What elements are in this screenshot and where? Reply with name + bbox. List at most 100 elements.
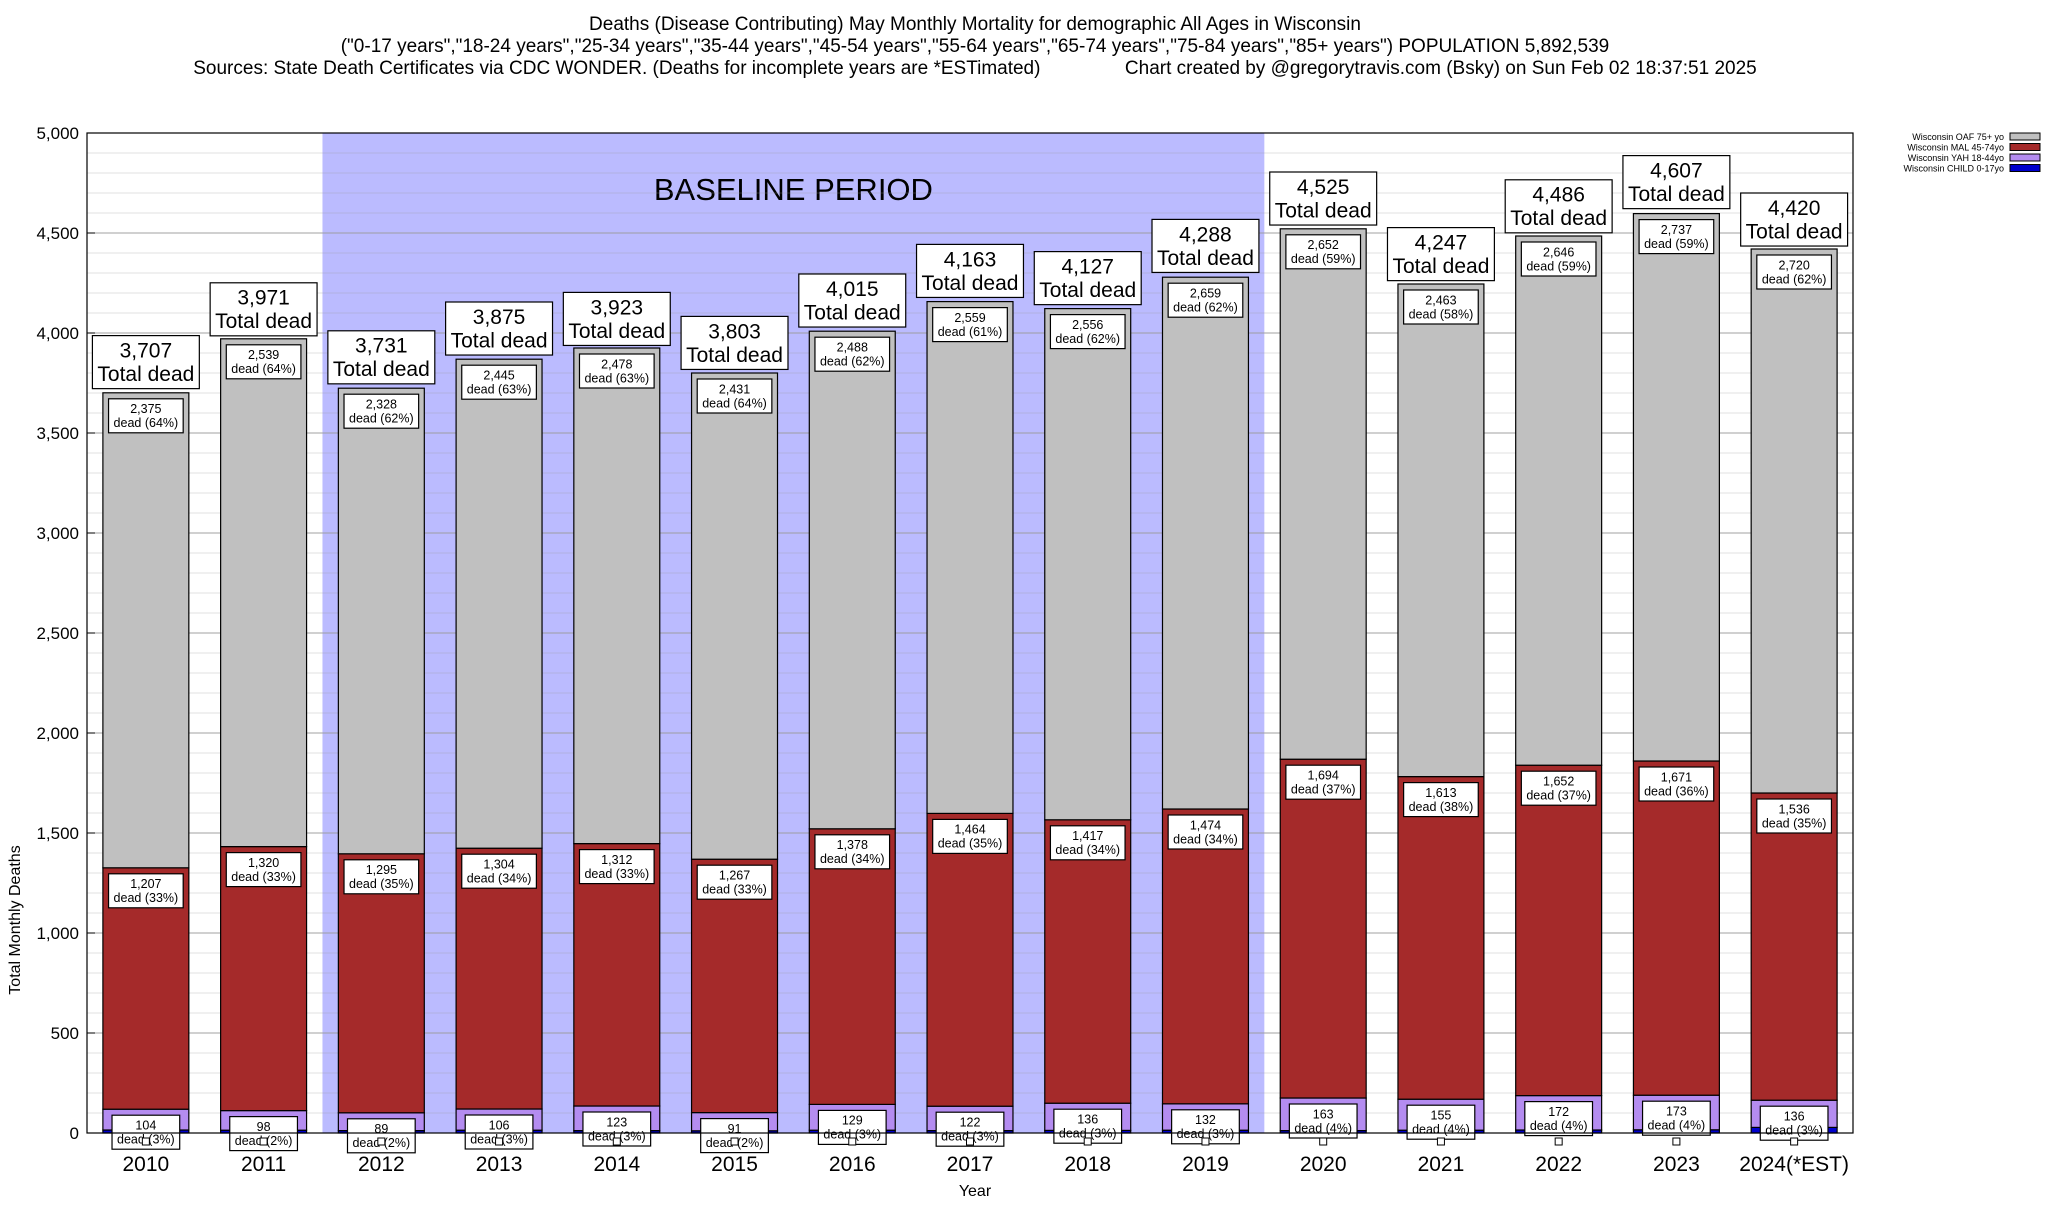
bar-segment: [220, 845, 308, 1112]
child-series-marker: [966, 1137, 974, 1146]
data-label-text: dead (33%): [702, 882, 767, 896]
data-label-text: 2,559: [954, 311, 985, 325]
data-label-box: [1524, 1100, 1594, 1137]
data-label-box: [932, 818, 1008, 855]
plot-frame: [86, 132, 1854, 1134]
y-tick-label: 2,000: [36, 724, 79, 743]
bar-segment: [455, 358, 543, 849]
data-label-text: 3,923: [591, 296, 644, 319]
data-label-text: 4,163: [944, 248, 997, 271]
data-label-text: Total dead: [686, 344, 783, 367]
x-tick-label: 2015: [711, 1153, 758, 1176]
data-label-text: Total dead: [1628, 183, 1725, 206]
data-label-text: Total dead: [1746, 220, 1843, 243]
data-label-text: 98: [257, 1120, 271, 1134]
child-series-marker: [1554, 1137, 1563, 1146]
data-label-text: 89: [374, 1122, 388, 1136]
data-label-text: dead (34%): [820, 852, 885, 866]
data-label-text: dead (35%): [1762, 816, 1827, 830]
data-label-box: [445, 301, 554, 356]
bar-segment: [808, 828, 896, 1105]
y-tick-label: 5,000: [36, 124, 79, 143]
data-label-text: 2,478: [601, 357, 632, 371]
y-tick-label: 3,500: [36, 424, 79, 443]
data-label-text: 2,737: [1661, 223, 1692, 237]
x-tick-label: 2022: [1535, 1153, 1582, 1176]
data-label-box: [1288, 1103, 1358, 1139]
bar-segment: [1750, 792, 1838, 1101]
data-label-box: [343, 859, 420, 895]
legend-label: Wisconsin YAH 18-44yo: [1908, 153, 2004, 163]
data-label-text: 2,659: [1190, 286, 1221, 300]
data-label-box: [1167, 282, 1244, 318]
data-label-text: dead (58%): [1409, 307, 1474, 321]
data-label-text: 3,875: [473, 306, 526, 329]
data-label-text: 1,652: [1543, 774, 1574, 788]
data-label-text: dead (62%): [820, 354, 885, 368]
data-label-box: [1638, 766, 1715, 802]
data-label-box: [1740, 192, 1849, 247]
x-tick-label: 2014: [593, 1153, 640, 1176]
data-label-text: 1,417: [1072, 829, 1103, 843]
data-label-text: dead (35%): [938, 837, 1003, 851]
data-label-text: dead (34%): [1055, 843, 1120, 857]
chart-subtitle-sources: Sources: State Death Certificates via CD…: [193, 58, 1757, 79]
data-label-text: Total dead: [1039, 279, 1136, 302]
bar-segment: [1632, 213, 1720, 762]
data-label-text: 1,320: [248, 856, 279, 870]
data-label-text: dead (4%): [1412, 1122, 1470, 1136]
bar-segment: [1632, 760, 1720, 1096]
data-label-box: [1641, 1100, 1711, 1136]
data-label-text: dead (37%): [1291, 782, 1356, 796]
data-label-text: 4,607: [1650, 160, 1703, 183]
data-label-text: dead (62%): [349, 411, 414, 425]
data-label-box: [798, 273, 907, 328]
data-label-text: 136: [1784, 1109, 1805, 1123]
child-series-marker: [1790, 1137, 1799, 1146]
data-label-text: 4,486: [1532, 184, 1585, 207]
data-label-text: Total dead: [804, 301, 901, 324]
data-label-text: 2,445: [483, 368, 514, 382]
bar-segment: [337, 853, 425, 1114]
bar-segment: [1515, 764, 1603, 1097]
data-label-box: [1403, 289, 1479, 325]
data-label-text: dead (59%): [1526, 259, 1591, 273]
data-label-box: [1504, 179, 1613, 234]
y-axis-ticks: 0 500 1,000 1,500 2,000 2,500 3,000 3,500 4,000 4…: [36, 124, 95, 1143]
data-label-text: 1,474: [1190, 818, 1221, 832]
data-label-box: [582, 1111, 652, 1147]
data-label-box: [343, 393, 420, 429]
y-tick-label: 3,000: [36, 524, 79, 543]
x-tick-label: 2020: [1300, 1153, 1347, 1176]
data-label-box: [814, 834, 891, 870]
data-label-text: dead (33%): [114, 891, 179, 905]
y-tick-label: 4,500: [36, 224, 79, 243]
bar-segment: [1161, 808, 1250, 1105]
data-label-box: [461, 364, 537, 400]
legend-swatch: [2009, 132, 2041, 141]
data-label-text: dead (64%): [702, 396, 767, 410]
data-label-text: 2,646: [1543, 245, 1574, 259]
data-label-text: 1,207: [130, 877, 161, 891]
data-label-box: [209, 282, 318, 337]
legend-swatch: [2009, 143, 2041, 151]
data-label-text: dead (62%): [1173, 300, 1238, 314]
